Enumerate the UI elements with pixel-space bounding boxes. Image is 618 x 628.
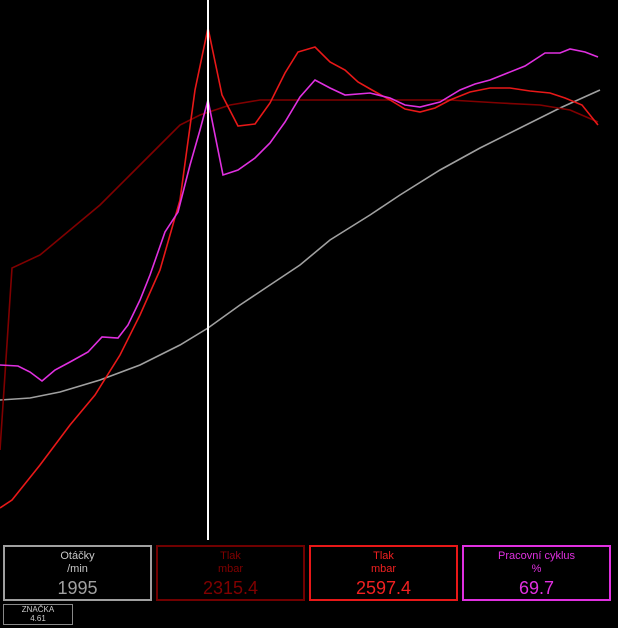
panel-unit: mbar: [217, 563, 244, 575]
marker-label: ZNAČKA: [21, 605, 55, 614]
panel-label: Tlak: [373, 550, 394, 562]
value-panel: Otáčky /min 1995: [3, 545, 152, 601]
marker-value: 4.61: [30, 614, 46, 623]
panel-label: Otáčky: [60, 550, 95, 562]
panel-unit: %: [531, 563, 542, 575]
panel-value: 2315.4: [202, 578, 259, 598]
value-panel: Tlak mbar 2597.4: [309, 545, 458, 601]
panel-value: 2597.4: [355, 578, 412, 598]
panel-label: Pracovní cyklus: [497, 550, 576, 562]
panel-unit: /min: [67, 563, 88, 575]
trace-pressure-actual: [0, 27, 599, 509]
panel-label: Tlak: [220, 550, 241, 562]
trace-pressure-spec: [0, 99, 599, 451]
panel-value: 69.7: [518, 578, 555, 598]
marker-button[interactable]: ZNAČKA 4.61: [3, 604, 73, 625]
trace-rpm: [0, 89, 601, 401]
value-panel: Pracovní cyklus % 69.7: [462, 545, 611, 601]
value-panel: Tlak mbar 2315.4: [156, 545, 305, 601]
graph: [0, 0, 601, 540]
panel-value: 1995: [57, 578, 98, 598]
panel-unit: mbar: [370, 563, 397, 575]
trace-duty-cycle: [0, 48, 599, 383]
